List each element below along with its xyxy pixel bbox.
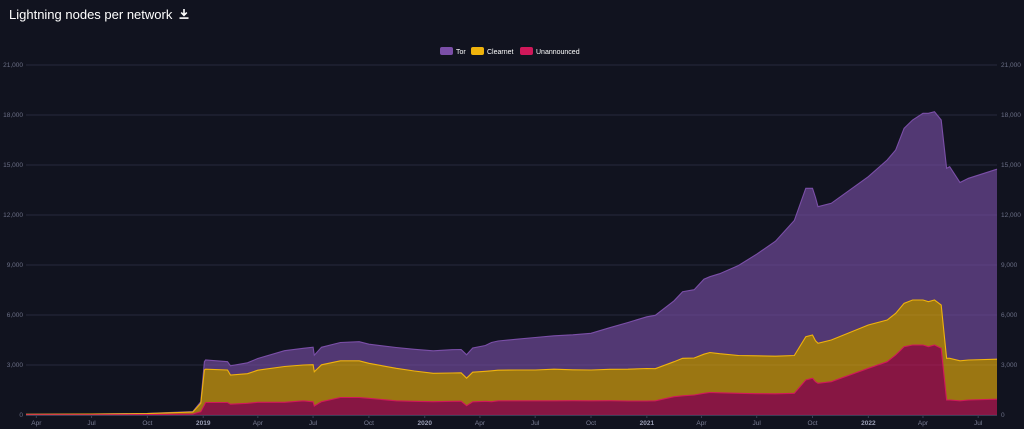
chart-header: Lightning nodes per network (9, 5, 190, 23)
x-tick-label: Apr (918, 420, 929, 427)
line-tor (25, 111, 998, 415)
line-unannounced (26, 344, 998, 416)
y-tick-label-right: 12,000 (1001, 212, 1021, 219)
legend-label: Unannounced (536, 49, 580, 56)
chart-title: Lightning nodes per network (9, 6, 173, 22)
x-tick-label: Oct (586, 420, 596, 427)
x-tick-label: Jul (87, 420, 96, 427)
x-tick-label: Jul (753, 420, 762, 427)
x-tick-label: Jul (974, 420, 983, 427)
y-tick-label-right: 18,000 (1001, 112, 1021, 119)
x-tick-label: 2019 (196, 420, 211, 427)
x-tick-label: 2022 (861, 420, 876, 427)
legend-item-clearnet[interactable]: Clearnet (471, 47, 514, 56)
x-tick-label: Apr (475, 420, 486, 427)
legend-item-unannounced[interactable]: Unannounced (520, 47, 580, 56)
y-tick-label-left: 0 (19, 412, 23, 419)
y-tick-label-right: 6,000 (1001, 312, 1018, 319)
legend-swatch (520, 47, 533, 55)
area-unannounced (26, 345, 997, 415)
x-tick-label: Oct (364, 420, 374, 427)
x-tick-label: Apr (31, 420, 42, 427)
x-tick-label: Jul (309, 420, 318, 427)
x-tick-label: Apr (696, 420, 707, 427)
y-tick-label-right: 9,000 (1001, 262, 1018, 269)
x-tick-label: Jul (531, 420, 540, 427)
area-tor (26, 111, 997, 415)
legend-swatch (440, 47, 453, 55)
y-tick-label-left: 9,000 (7, 262, 24, 269)
y-tick-label-right: 15,000 (1001, 162, 1021, 169)
x-tick-label: 2021 (640, 420, 655, 427)
y-tick-label-right: 21,000 (1001, 62, 1021, 69)
y-tick-label-left: 21,000 (3, 62, 23, 69)
y-tick-label-left: 6,000 (7, 312, 24, 319)
y-tick-label-left: 18,000 (3, 112, 23, 119)
legend-swatch (471, 47, 484, 55)
x-tick-label: Apr (253, 420, 264, 427)
area-clearnet (26, 300, 997, 415)
y-tick-label-left: 12,000 (3, 212, 23, 219)
legend-label: Clearnet (487, 49, 514, 56)
x-tick-label: Oct (807, 420, 817, 427)
y-tick-label-right: 3,000 (1001, 362, 1018, 369)
y-tick-label-right: 0 (1001, 412, 1005, 419)
x-tick-label: Oct (142, 420, 152, 427)
x-tick-label: 2020 (417, 420, 432, 427)
y-tick-label-left: 15,000 (3, 162, 23, 169)
download-icon[interactable] (178, 8, 190, 20)
legend-item-tor[interactable]: Tor (440, 47, 466, 56)
legend-label: Tor (456, 49, 466, 56)
y-tick-label-left: 3,000 (7, 362, 24, 369)
line-clearnet (25, 299, 998, 415)
